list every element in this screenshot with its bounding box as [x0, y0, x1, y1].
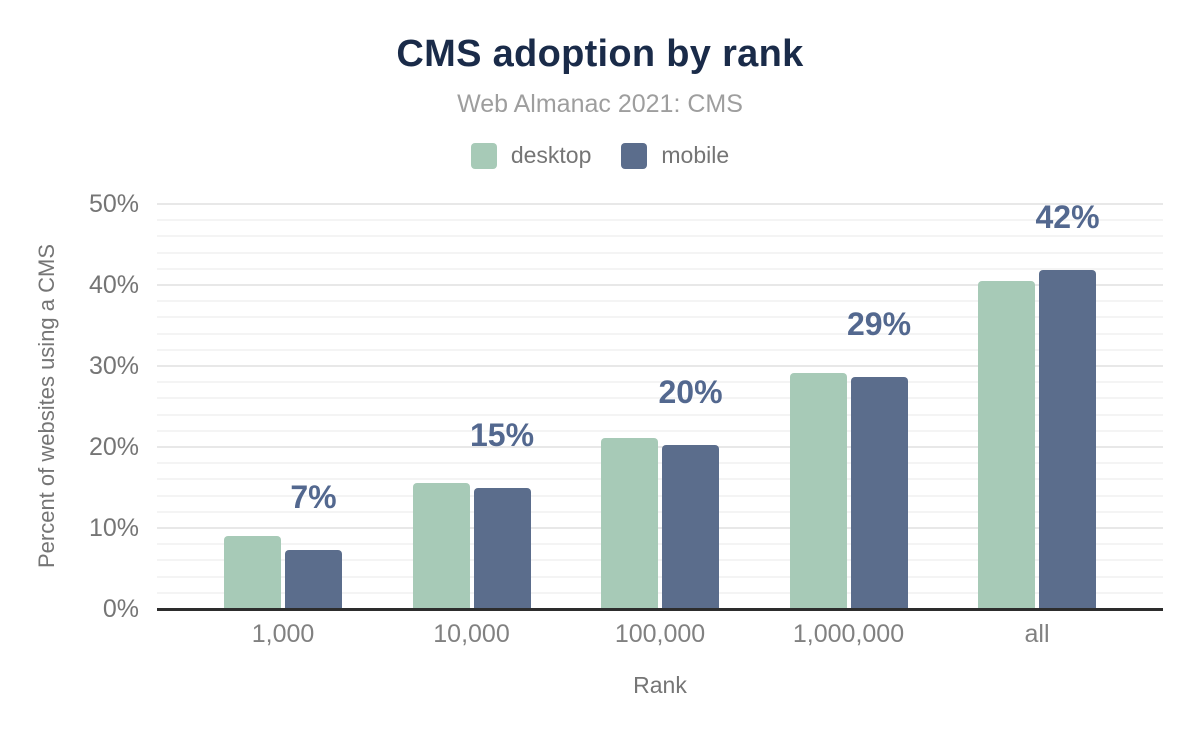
- minor-gridline: [157, 478, 1163, 481]
- x-tick-label: all: [1024, 620, 1050, 648]
- minor-gridline: [157, 429, 1163, 432]
- y-axis-title: Percent of websites using a CMS: [34, 243, 59, 569]
- legend-swatch-mobile-icon: [621, 142, 648, 169]
- bar-desktop-10,000[interactable]: [412, 482, 470, 609]
- minor-gridline: [157, 251, 1163, 254]
- minor-gridline: [157, 413, 1163, 416]
- major-gridline: [157, 446, 1163, 448]
- minor-gridline: [157, 543, 1163, 546]
- minor-gridline: [157, 559, 1163, 562]
- legend-label-mobile: mobile: [661, 142, 730, 168]
- x-tick-label: 100,000: [614, 620, 706, 648]
- bar-mobile-100,000[interactable]: [662, 444, 719, 609]
- x-tick-label: 1,000: [251, 620, 315, 648]
- bar-value-label: 20%: [658, 373, 723, 410]
- major-gridline: [157, 365, 1163, 367]
- bar-mobile-all[interactable]: [1039, 270, 1096, 609]
- chart-title: CMS adoption by rank: [396, 33, 804, 75]
- legend-label-desktop: desktop: [510, 142, 592, 168]
- minor-gridline: [157, 575, 1163, 578]
- minor-gridline: [157, 219, 1163, 222]
- bar-value-label: 15%: [469, 417, 535, 454]
- legend-swatch-desktop-icon: [470, 142, 497, 169]
- bar-desktop-100,000[interactable]: [601, 438, 658, 609]
- y-tick-label: 40%: [88, 271, 139, 299]
- major-gridline: [157, 284, 1163, 286]
- x-tick-label: 10,000: [433, 620, 510, 648]
- y-tick-label: 20%: [88, 433, 139, 461]
- plot-area: 0% 10% 20% 30% 40% 50% 7% 1,000 15% 10,000 20% 100,…: [89, 190, 1163, 648]
- bar-mobile-1,000[interactable]: [285, 549, 342, 609]
- legend: desktop mobile: [0, 142, 1200, 169]
- bar-desktop-all[interactable]: [978, 280, 1035, 609]
- minor-gridline: [157, 510, 1163, 513]
- minor-gridline: [157, 494, 1163, 497]
- minor-gridline: [157, 397, 1163, 400]
- y-tick-label: 50%: [88, 190, 139, 218]
- minor-gridline: [157, 381, 1163, 384]
- x-axis-title: Rank: [633, 672, 687, 698]
- bar-value-label: 29%: [846, 306, 912, 343]
- y-tick-label: 10%: [88, 514, 139, 542]
- y-tick-label: 0%: [102, 595, 139, 623]
- bar-mobile-1,000,000[interactable]: [850, 377, 908, 609]
- legend-item-desktop[interactable]: desktop: [470, 142, 592, 169]
- chart-subtitle: Web Almanac 2021: CMS: [457, 90, 743, 118]
- bar-value-label: 7%: [290, 478, 337, 515]
- minor-gridline: [157, 267, 1163, 270]
- y-tick-label: 30%: [88, 352, 139, 380]
- major-gridline: [157, 203, 1163, 205]
- minor-gridline: [157, 332, 1163, 335]
- bar-mobile-10,000[interactable]: [473, 488, 531, 609]
- bar-desktop-1,000,000[interactable]: [789, 373, 847, 609]
- major-gridline: [157, 527, 1163, 529]
- minor-gridline: [157, 348, 1163, 351]
- legend-item-mobile[interactable]: mobile: [621, 142, 729, 169]
- bar-value-label: 42%: [1035, 199, 1100, 236]
- bar-desktop-1,000[interactable]: [224, 536, 281, 609]
- x-tick-label: 1,000,000: [792, 620, 905, 648]
- minor-gridline: [157, 462, 1163, 465]
- minor-gridline: [157, 316, 1163, 319]
- minor-gridline: [157, 300, 1163, 303]
- minor-gridline: [157, 591, 1163, 594]
- minor-gridline: [157, 235, 1163, 238]
- x-axis-line: [157, 608, 1163, 611]
